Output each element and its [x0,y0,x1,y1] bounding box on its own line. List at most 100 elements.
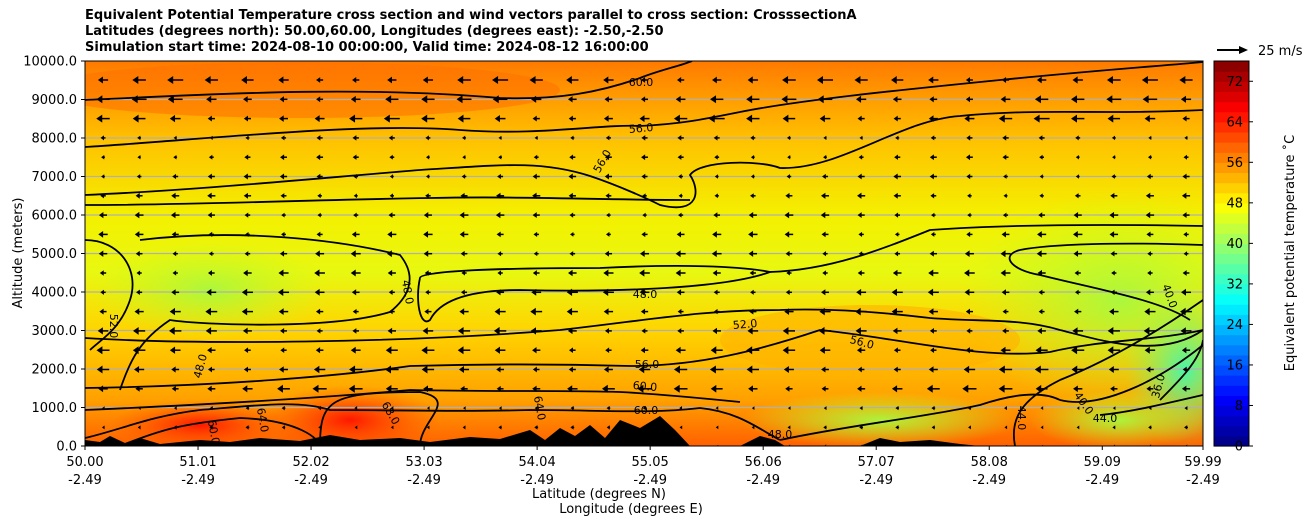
contour-label: 48.0 [633,288,658,301]
wind-vector-head [462,155,466,160]
x-tick-label-lon: -2.49 [972,473,1006,488]
wind-vector-head [241,288,248,297]
wind-vector-head [532,192,537,199]
wind-vector-head [930,231,935,237]
wind-vector-head [318,425,322,430]
wind-vector-head [820,211,826,219]
wind-vector-head [606,212,610,218]
x-tick-label-lon: -2.49 [520,473,554,488]
wind-vector-head [138,406,141,410]
wind-vector-head [385,95,392,104]
wind-vector-head [892,327,898,335]
wind-vector-head [786,270,790,276]
wind-vector-head [316,328,321,334]
wind-vector-head [316,154,321,161]
wind-vector-head [173,154,177,160]
wind-vector-head [603,76,609,84]
wind-vector-head [137,155,141,160]
wind-vector-head [421,365,428,374]
wind-vector-head [605,231,610,237]
wind-vector-head [278,308,284,315]
colorbar-segment [1214,61,1249,72]
wind-vector-head [496,366,501,373]
wind-vector-head [277,384,283,393]
wind-vector-head [279,115,284,122]
wind-vector-head [601,384,608,393]
wind-vector-head [169,346,176,354]
wind-vector-head [1107,114,1114,123]
wind-vector-head [679,406,683,411]
wind-vector-head [207,192,212,199]
wind-vector-head [782,76,789,84]
wind-vector-head [748,250,754,257]
wind-vector-head [1000,250,1006,258]
wind-vector-head [603,115,609,122]
wind-vector-head [136,289,140,296]
wind-vector-head [425,289,429,295]
contour-label: 60.0 [634,404,659,417]
wind-vector-head [387,327,393,335]
wind-vector-head [1111,135,1116,141]
wind-vector-head [569,154,574,160]
wind-vector-head [281,212,285,218]
wind-vector-head [530,307,536,316]
wind-vector-head [241,307,248,316]
wind-vector-head [1181,347,1187,354]
wind-vector-head [100,289,104,295]
wind-vector-head [348,384,355,393]
wind-vector-head [570,231,574,237]
wind-vector-head [279,96,284,103]
wind-vector-head [534,405,538,411]
wind-vector-head [242,385,248,393]
wind-vector-head [823,425,827,430]
wind-vector-head [421,95,428,104]
wind-vector-head [678,174,682,179]
wind-vector-head [748,385,753,393]
wind-vector-head [101,154,105,160]
quiver-key-arrow-icon [1239,46,1248,54]
wind-vector-head [893,366,898,373]
wind-vector-head [930,193,935,199]
wind-vector-head [173,135,177,141]
wind-vector-head [244,154,249,160]
wind-vector-head [928,366,934,373]
wind-vector-head [533,154,538,160]
contour-label: 64.0 [254,407,271,433]
wind-vector-head [460,250,465,257]
wind-vector-head [676,231,682,238]
wind-vector-head [350,269,356,277]
wind-vector-head [854,76,861,84]
wind-vector-head [1181,385,1187,392]
wind-vector-head [1180,95,1186,103]
wind-vector-head [208,231,213,237]
y-tick-label: 9000.0 [32,93,78,108]
wind-vector-head [673,114,680,123]
wind-vector-head [566,288,573,297]
wind-vector-head [568,347,573,354]
wind-vector-head [1002,328,1007,334]
colorbar-tick-label: 40 [1226,237,1243,252]
wind-vector-head [1038,289,1043,295]
wind-vector-head [566,76,572,84]
wind-vector-head [316,135,321,141]
wind-vector-head [244,347,249,354]
wind-vector-head [242,327,248,335]
wind-vector-head [1144,114,1150,123]
wind-vector-head [460,385,465,392]
wind-vector-head [929,250,934,257]
wind-vector-head [457,76,464,84]
wind-vector-head [135,250,140,257]
wind-vector-head [498,154,502,160]
wind-vector-head [1183,154,1188,160]
wind-vector-head [606,425,610,430]
wind-vector-head [314,269,320,277]
wind-vector-head [1181,288,1187,296]
quiver-key: 25 m/s [1217,44,1303,59]
wind-vector-head [278,269,284,277]
wind-vector-head [534,425,538,430]
wind-vector-head [856,347,862,354]
wind-vector-head [1107,326,1114,335]
quiver-key-label: 25 m/s [1258,44,1303,59]
wind-vector-head [750,193,754,199]
wind-vector-head [746,95,753,104]
